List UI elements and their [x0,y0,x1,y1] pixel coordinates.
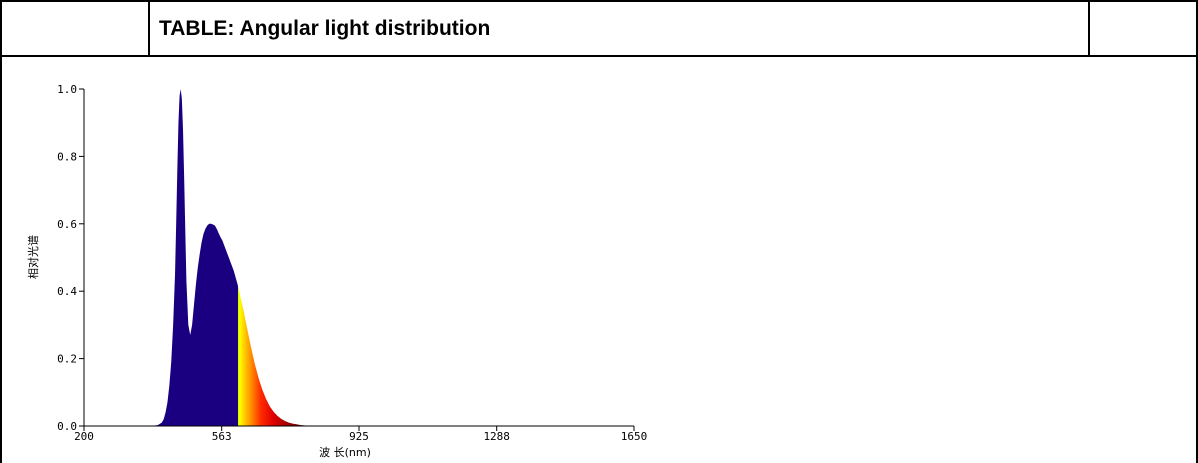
header-cell-right [1090,2,1196,55]
x-axis-label: 波 长(nm) [319,446,371,459]
header-cell-left [2,2,150,55]
y-tick-label: 0.0 [57,420,77,433]
x-tick-label: 1288 [483,430,510,443]
y-tick-label: 0.8 [57,150,77,163]
table-header-row: TABLE: Angular light distribution [0,0,1198,57]
y-axis-ticks: 0.0 0.2 0.4 0.6 0.8 1.0 [57,83,84,433]
table-right-border [1196,57,1198,463]
table-left-border [0,57,2,463]
x-tick-label: 200 [74,430,94,443]
y-tick-label: 0.4 [57,285,77,298]
spectrum-area [152,89,331,426]
y-tick-label: 1.0 [57,83,77,96]
spectrum-chart: 0.0 0.2 0.4 0.6 0.8 1.0 200 563 925 1288 1650 相对光… [26,83,647,459]
x-tick-label: 563 [212,430,232,443]
y-axis-label: 相对光谱 [26,235,40,279]
x-tick-label: 1650 [621,430,648,443]
x-tick-label: 925 [349,430,369,443]
x-axis-ticks: 200 563 925 1288 1650 [74,426,647,443]
y-tick-label: 0.6 [57,218,77,231]
y-tick-label: 0.2 [57,353,77,366]
table-title: TABLE: Angular light distribution [150,2,1090,55]
